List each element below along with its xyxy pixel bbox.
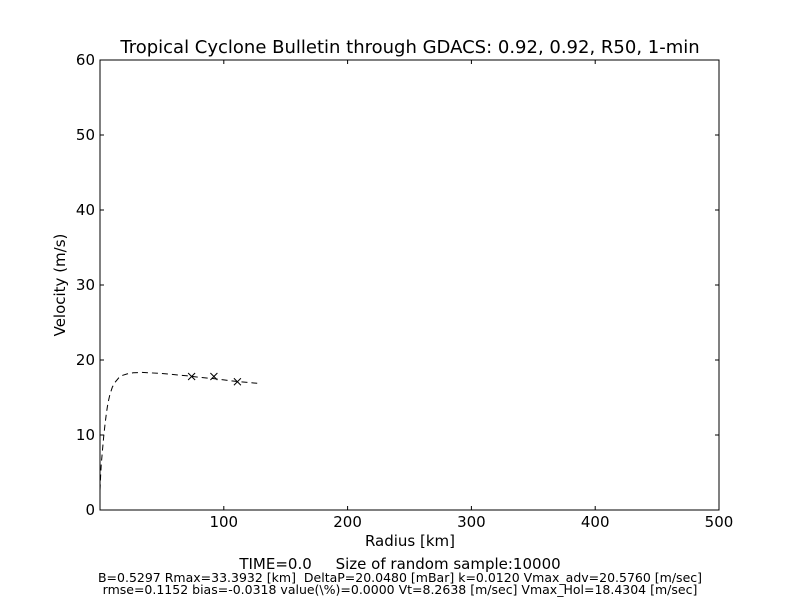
x-tick-label: 300 bbox=[457, 513, 486, 531]
x-tick-label: 500 bbox=[705, 513, 734, 531]
footer-parameters-line: B=0.5297 Rmax=33.3932 [km] DeltaP=20.048… bbox=[97, 570, 703, 585]
observation-point bbox=[233, 377, 242, 386]
observation-point bbox=[210, 372, 218, 381]
x-tick-label: 100 bbox=[209, 513, 238, 531]
y-tick-label: 60 bbox=[76, 51, 95, 69]
plot-frame bbox=[99, 59, 720, 511]
x-axis-ticks: 100 200 300 400 500 bbox=[99, 60, 734, 531]
velocity-profile-line bbox=[99, 371, 258, 491]
y-tick-label: 0 bbox=[85, 501, 95, 519]
x-tick-label: 400 bbox=[581, 513, 610, 531]
observation-point bbox=[187, 372, 196, 381]
y-axis-ticks: 0 10 20 30 40 50 60 bbox=[76, 51, 719, 519]
x-tick-label: 200 bbox=[333, 513, 362, 531]
chart-title: Tropical Cyclone Bulletin through GDACS:… bbox=[119, 37, 699, 58]
y-tick-label: 30 bbox=[76, 276, 95, 294]
y-axis-label: Velocity (m/s) bbox=[51, 234, 69, 337]
x-axis-label: Radius [km] bbox=[365, 532, 455, 550]
footer-time-sample: TIME=0.0 Size of random sample:10000 bbox=[239, 555, 561, 573]
y-tick-label: 20 bbox=[76, 351, 95, 369]
footer-statistics-line: rmse=0.1152 bias=-0.0318 value(\%)=0.000… bbox=[102, 582, 698, 597]
y-tick-label: 40 bbox=[76, 201, 95, 219]
plot-series bbox=[99, 371, 258, 491]
y-tick-label: 50 bbox=[76, 126, 95, 144]
y-tick-label: 10 bbox=[76, 426, 95, 444]
